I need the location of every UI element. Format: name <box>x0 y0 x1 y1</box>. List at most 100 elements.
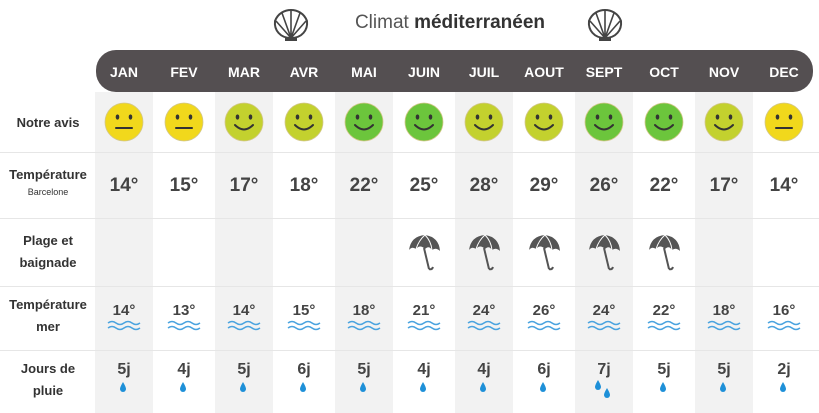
smiley-icon <box>764 102 804 142</box>
raindrop-icon <box>720 382 726 392</box>
temperature-value: 15° <box>169 175 199 196</box>
sea-temperature-value: 21° <box>412 302 436 319</box>
raindrop-icon <box>660 382 666 392</box>
sea-temperature: 14° <box>214 302 274 332</box>
raindrop-icon <box>120 382 126 392</box>
temperature-value: 22° <box>649 175 679 196</box>
beach-cell <box>514 232 574 272</box>
raindrop-icon <box>180 382 186 392</box>
umbrella-icon <box>409 234 440 271</box>
row-label-avis: Notre avis <box>0 112 96 134</box>
waves-icon <box>167 320 201 331</box>
row-divider <box>0 218 819 219</box>
sea-temperature: 24° <box>574 302 634 332</box>
smiley-icon <box>704 102 744 142</box>
month-label: AOUT <box>524 64 564 80</box>
rain-days: 2j <box>754 361 814 401</box>
month-label: DEC <box>769 64 799 80</box>
waves-icon <box>467 320 501 331</box>
sea-temperature: 18° <box>334 302 394 332</box>
rain-days-value: 6j <box>297 361 311 378</box>
beach-cell <box>454 232 514 272</box>
waves-icon <box>647 320 681 331</box>
smiley-icon <box>344 102 384 142</box>
sea-temperature-value: 24° <box>592 302 616 319</box>
row-label-mer: Température mer <box>0 294 96 338</box>
month-label: MAI <box>351 64 377 80</box>
rain-days-value: 4j <box>417 361 431 378</box>
month-column <box>95 92 153 413</box>
waves-icon <box>767 320 801 331</box>
temperature-value: 14° <box>109 175 139 196</box>
waves-icon <box>107 320 141 331</box>
temperature-value: 26° <box>589 175 619 196</box>
rating-smiley <box>574 101 634 143</box>
temperature-value: 14° <box>769 175 799 196</box>
smiley-icon <box>284 102 324 142</box>
sea-temperature: 15° <box>274 302 334 332</box>
rating-smiley <box>274 101 334 143</box>
row-label-sub: Barcelone <box>27 187 69 197</box>
row-label-text: Notre avis <box>16 115 80 130</box>
temperature-value: 22° <box>349 175 379 196</box>
rain-days: 6j <box>514 361 574 401</box>
sea-temperature-value: 15° <box>292 302 316 319</box>
row-label-text: Plage et <box>23 233 73 248</box>
row-label-text: pluie <box>32 383 64 398</box>
rain-days: 5j <box>334 361 394 401</box>
row-label-text: Température <box>9 297 87 312</box>
sea-temperature-value: 26° <box>532 302 556 319</box>
smiley-icon <box>524 102 564 142</box>
sea-temperature: 13° <box>154 302 214 332</box>
month-column <box>755 92 813 413</box>
rain-days-value: 5j <box>117 361 131 378</box>
beach-cell <box>574 232 634 272</box>
raindrop-icon <box>240 382 246 392</box>
month-column <box>335 92 393 413</box>
raindrop-icon <box>595 380 610 398</box>
sea-temperature-value: 13° <box>172 302 196 319</box>
sea-temperature: 18° <box>694 302 754 332</box>
month-label: MAR <box>228 64 260 80</box>
month-label: FEV <box>170 64 198 80</box>
month-column <box>155 92 213 413</box>
rating-smiley <box>214 101 274 143</box>
rain-days: 4j <box>454 361 514 401</box>
rating-smiley <box>334 101 394 143</box>
month-label: AVR <box>289 64 319 80</box>
raindrop-icon <box>780 382 786 392</box>
rating-smiley <box>394 101 454 143</box>
umbrella-icon <box>589 234 620 271</box>
temperature-value: 25° <box>409 175 439 196</box>
temperature-value: 17° <box>709 175 739 196</box>
month-column <box>395 92 453 413</box>
rain-days: 7j <box>574 361 634 401</box>
month-column <box>455 92 513 413</box>
waves-icon <box>407 320 441 331</box>
rain-days: 5j <box>94 361 154 401</box>
sea-temperature: 21° <box>394 302 454 332</box>
smiley-icon <box>164 102 204 142</box>
smiley-icon <box>404 102 444 142</box>
rain-days-value: 4j <box>177 361 191 378</box>
sea-temperature: 14° <box>94 302 154 332</box>
month-column <box>515 92 573 413</box>
month-label: JAN <box>109 64 138 80</box>
raindrop-icon <box>300 382 306 392</box>
rain-days-value: 5j <box>657 361 671 378</box>
smiley-icon <box>464 102 504 142</box>
beach-cell <box>634 232 694 272</box>
beach-cell <box>394 232 454 272</box>
raindrop-icon <box>480 382 486 392</box>
rating-smiley <box>514 101 574 143</box>
sea-temperature: 26° <box>514 302 574 332</box>
raindrop-icon <box>420 382 426 392</box>
rain-days-value: 5j <box>357 361 371 378</box>
row-label-text: baignade <box>19 255 77 270</box>
rain-days: 5j <box>694 361 754 401</box>
month-label: JUIL <box>468 64 500 80</box>
row-divider <box>0 152 819 153</box>
row-label-pluie: Jours de pluie <box>0 358 96 402</box>
sea-temperature-value: 14° <box>232 302 256 319</box>
temperature-value: 17° <box>229 175 259 196</box>
